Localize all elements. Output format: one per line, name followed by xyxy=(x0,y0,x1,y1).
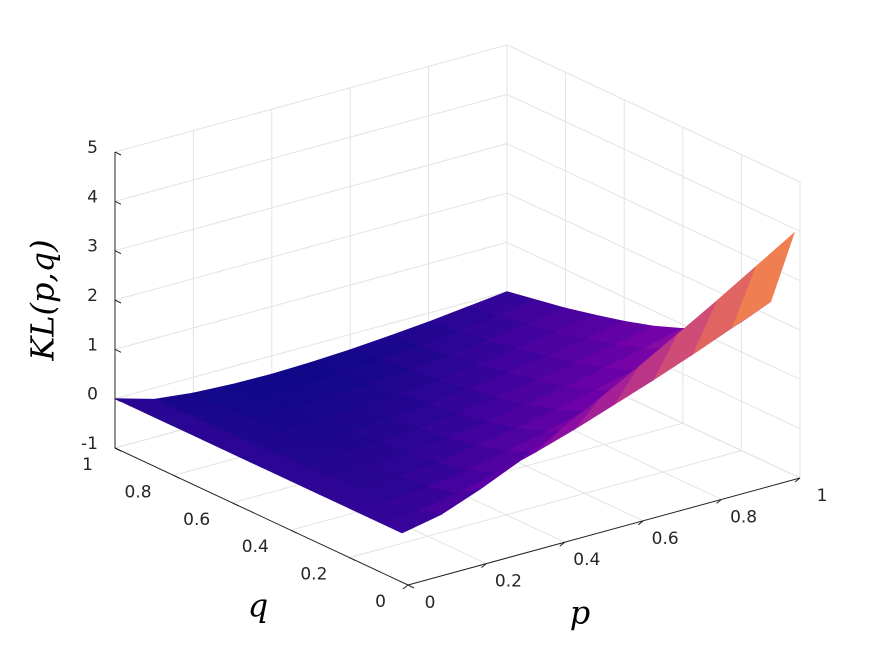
x-tick-label: 0.4 xyxy=(573,550,600,570)
x-tick-label: 0 xyxy=(425,593,436,613)
axis-line xyxy=(114,447,409,586)
tick-mark xyxy=(794,477,801,483)
tick-mark xyxy=(716,499,722,504)
axis-line xyxy=(407,477,801,586)
tick-mark xyxy=(559,541,566,547)
grid-line xyxy=(114,44,508,153)
tick-mark xyxy=(114,447,122,452)
y-tick-label: 1 xyxy=(82,455,93,475)
grid-line xyxy=(114,143,508,252)
tick-mark xyxy=(114,348,122,353)
grid-line xyxy=(114,93,508,202)
z-tick-label: 2 xyxy=(87,286,98,306)
grid-line xyxy=(506,93,801,232)
z-tick-label: -1 xyxy=(81,434,98,454)
tick-mark xyxy=(114,151,122,156)
grid-line xyxy=(114,241,508,350)
z-tick-label: 3 xyxy=(87,237,98,257)
tick-mark xyxy=(407,584,415,589)
tick-mark xyxy=(114,299,122,304)
tick-mark xyxy=(231,502,239,507)
tick-mark xyxy=(402,584,409,590)
x-tick-label: 0.2 xyxy=(495,572,522,592)
tick-mark xyxy=(290,529,298,534)
tick-mark xyxy=(349,557,356,562)
y-tick-label: 0.6 xyxy=(183,510,210,530)
surface-patch xyxy=(377,510,443,534)
y-tick-label: 0 xyxy=(375,592,386,612)
tick-mark xyxy=(114,200,122,205)
z-tick-label: 1 xyxy=(87,335,98,355)
tick-mark xyxy=(481,563,487,568)
x-tick-label: 0.6 xyxy=(652,529,679,549)
z-tick-label: 5 xyxy=(87,138,98,158)
tick-mark xyxy=(114,250,122,255)
grid-line xyxy=(506,241,801,380)
grid-line xyxy=(114,291,508,400)
grid-line xyxy=(506,143,801,282)
y-tick-label: 0.4 xyxy=(242,537,269,557)
x-tick-label: 1 xyxy=(817,486,828,506)
x-tick-label: 0.8 xyxy=(730,507,757,527)
tick-mark xyxy=(637,520,644,526)
grid-line xyxy=(349,450,742,559)
y-tick-label: 0.8 xyxy=(125,482,152,502)
z-axis-label: KL(p,q) xyxy=(24,239,62,361)
x-axis-label: p xyxy=(570,594,590,632)
y-tick-label: 0.2 xyxy=(300,565,327,585)
y-axis-label: q xyxy=(248,587,268,625)
tick-mark xyxy=(173,474,180,479)
grid-line xyxy=(506,44,801,183)
z-tick-label: 4 xyxy=(87,187,98,207)
z-tick-label: 0 xyxy=(87,385,98,405)
grid-line xyxy=(114,192,508,301)
